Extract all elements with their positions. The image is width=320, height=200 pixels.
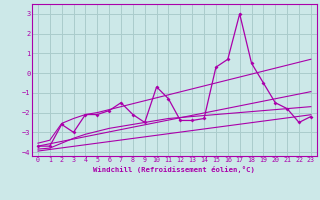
X-axis label: Windchill (Refroidissement éolien,°C): Windchill (Refroidissement éolien,°C) [93,166,255,173]
